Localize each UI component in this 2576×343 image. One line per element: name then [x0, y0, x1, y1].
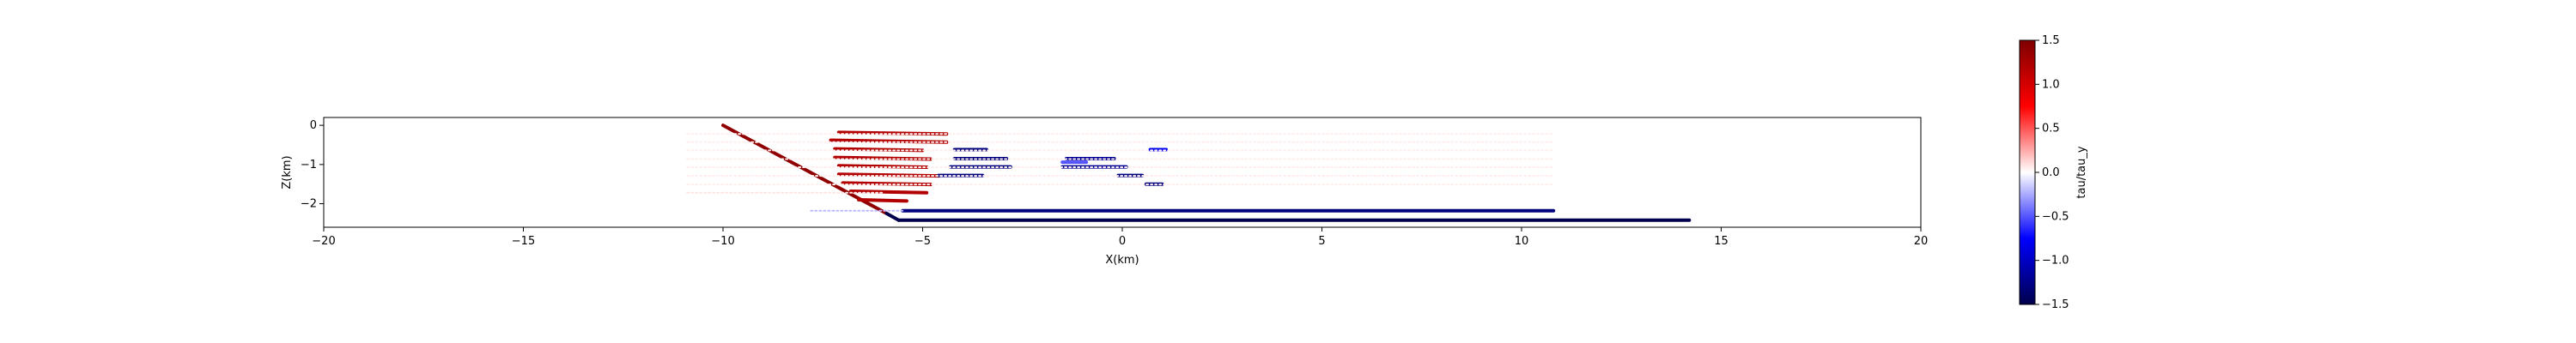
x-tick-label: −20 — [312, 235, 335, 248]
x-tick-label: −10 — [711, 235, 734, 248]
x-tick-label: −15 — [512, 235, 535, 248]
fault-segment-main-fault-bend — [884, 212, 901, 222]
x-tick-label: 0 — [1119, 235, 1126, 248]
fault-segment-red-9 — [857, 198, 908, 203]
x-tick-label: −5 — [914, 235, 931, 248]
x-tick-label: 5 — [1318, 235, 1325, 248]
colorbar-tick-label: 1.5 — [2042, 34, 2060, 47]
fault-segment-red-8 — [848, 189, 929, 195]
chart-marks — [686, 123, 1692, 222]
y-axis: 0 −1 −2 — [301, 119, 324, 211]
y-tick-label: −2 — [301, 198, 317, 211]
y-tick-label: 0 — [310, 119, 317, 132]
x-tick-label: 20 — [1914, 235, 1929, 248]
colorbar-ticks: 1.5 1.0 0.5 0.0 −0.5 −1.0 −1.5 — [2035, 34, 2069, 311]
colorbar-tick-label: 0.5 — [2042, 123, 2060, 135]
colorbar-tick-label: −1.5 — [2042, 298, 2069, 311]
plot-area: −20 −15 −10 −5 0 5 10 15 20 0 −1 −2 X(km) Z(km) — [281, 117, 1928, 267]
colorbar-label: tau/tau_y — [2075, 146, 2088, 198]
x-axis: −20 −15 −10 −5 0 5 10 15 20 — [312, 227, 1928, 248]
x-axis-label: X(km) — [1105, 254, 1139, 267]
colorbar-tick-label: −1.0 — [2042, 255, 2069, 268]
colorbar-tick-label: −0.5 — [2042, 210, 2069, 223]
colorbar-tick-label: 1.0 — [2042, 78, 2060, 91]
colorbar: 1.5 1.0 0.5 0.0 −0.5 −1.0 −1.5 tau/tau_y — [2019, 34, 2088, 311]
y-axis-label: Z(km) — [281, 155, 294, 189]
x-tick-label: 15 — [1714, 235, 1728, 248]
colorbar-gradient — [2019, 39, 2036, 305]
x-tick-label: 10 — [1515, 235, 1529, 248]
colorbar-tick-label: 0.0 — [2042, 166, 2060, 179]
y-tick-label: −1 — [301, 159, 317, 172]
